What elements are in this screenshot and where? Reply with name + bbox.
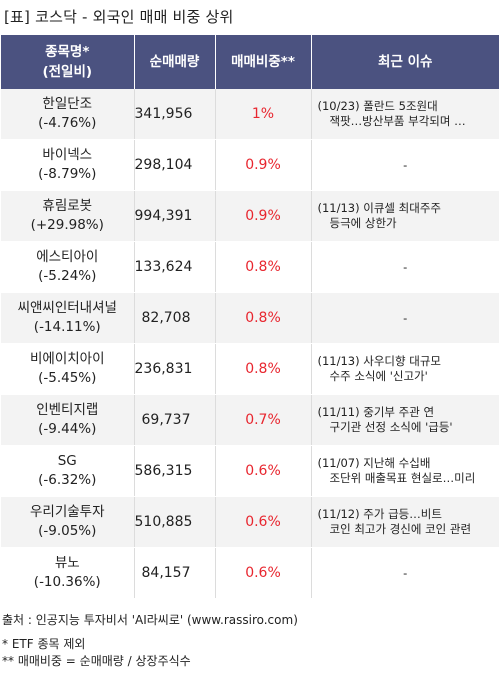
issue-line: (10/23) 폴란드 5조원대 (317, 99, 438, 113)
issue-line-continued: 코인 최고가 경신에 코인 관련 (329, 522, 472, 536)
stock-name-cell: 씨앤씨인터내셔널 (-14.11%) (1, 292, 135, 344)
source-note: 출처 : 인공지능 투자비서 'AI라씨로' (www.rassiro.com) (2, 613, 298, 627)
header-name-line1: 종목명* (45, 44, 90, 60)
table-row: 씨앤씨인터내셔널 (-14.11%) 82,708 0.8% - (1, 292, 499, 344)
issue-line-continued: 등극에 상한가 (329, 216, 397, 230)
issue-line: (11/07) 지난해 수십배 (317, 456, 431, 470)
stock-name-cell: 우리기술투자 (-9.05%) (1, 496, 135, 548)
issue-line: - (403, 259, 408, 274)
trading-ratio: 0.6% (215, 445, 312, 497)
stock-name: 휴림로봇 (42, 198, 93, 214)
table-row: 우리기술투자 (-9.05%) 510,885 0.6% (11/12) 주가 급등…비… (1, 496, 499, 548)
issue-line-continued: 수주 소식에 '신고가' (329, 369, 428, 383)
recent-issue: - (311, 241, 499, 293)
table-row: 바이넥스 (-8.79%) 298,104 0.9% - (1, 139, 499, 191)
trading-ratio: 0.6% (215, 547, 312, 599)
net-volume: 133,624 (134, 241, 216, 293)
recent-issue: - (311, 292, 499, 344)
net-volume: 341,956 (134, 89, 216, 140)
trading-ratio: 0.8% (215, 241, 312, 293)
issue-line: (11/11) 중기부 주관 연 (317, 405, 435, 419)
stock-name-cell: 휴림로봇 (+29.98%) (1, 190, 135, 242)
footnote-ratio: ** 매매비중 = 순매매량 / 상장주식수 (2, 654, 191, 668)
recent-issue: (10/23) 폴란드 5조원대 잭팟…방산부품 부각되며 … (311, 89, 499, 140)
issue-line: (11/12) 주가 급등…비트 (317, 507, 442, 521)
net-volume: 586,315 (134, 445, 216, 497)
issue-line-continued: 구기관 선정 소식에 '급등' (329, 420, 453, 434)
trading-ratio: 0.8% (215, 343, 312, 395)
net-volume: 69,737 (134, 394, 216, 446)
stock-name: 비에이치아이 (29, 351, 105, 367)
stock-name: 우리기술투자 (29, 504, 105, 520)
issue-line: (11/13) 이큐셀 최대주주 (317, 201, 442, 215)
recent-issue: - (311, 139, 499, 191)
header-issue: 최근 이슈 (311, 35, 499, 89)
page-title: [표] 코스닥 - 외국인 매매 비중 상위 (4, 8, 234, 26)
header-volume: 순매매량 (134, 35, 216, 89)
header-ratio: 매매비중** (215, 35, 312, 89)
net-volume: 84,157 (134, 547, 216, 599)
issue-line: (11/13) 사우디향 대규모 (317, 354, 442, 368)
stock-name: 씨앤씨인터내셔널 (17, 300, 117, 316)
stock-change: (-14.11%) (33, 319, 101, 335)
table-row: 한일단조 (-4.76%) 341,956 1% (10/23) 폴란드 5조원대 잭팟…… (1, 89, 499, 140)
stock-change: (-8.79%) (38, 166, 97, 182)
stock-name-cell: SG (-6.32%) (1, 445, 135, 497)
net-volume: 82,708 (134, 292, 216, 344)
stock-change: (-10.36%) (33, 574, 101, 590)
net-volume: 236,831 (134, 343, 216, 395)
table-header-row: 종목명* (전일비) 순매매량 매매비중** 최근 이슈 (1, 35, 499, 89)
issue-line-continued: 조단위 매출목표 현실로…미리 (329, 471, 476, 485)
net-volume: 994,391 (134, 190, 216, 242)
stock-change: (-5.24%) (38, 268, 97, 284)
stock-name-cell: 비에이치아이 (-5.45%) (1, 343, 135, 395)
stock-change: (-5.45%) (38, 370, 97, 386)
trading-ratio: 1% (215, 89, 312, 140)
trading-ratio: 0.6% (215, 496, 312, 548)
recent-issue: (11/13) 이큐셀 최대주주 등극에 상한가 (311, 190, 499, 242)
stock-name: 에스티아이 (36, 249, 99, 265)
recent-issue: (11/07) 지난해 수십배 조단위 매출목표 현실로…미리 (311, 445, 499, 497)
stock-name-cell: 에스티아이 (-5.24%) (1, 241, 135, 293)
stock-change: (+29.98%) (30, 217, 104, 233)
table-row: 비에이치아이 (-5.45%) 236,831 0.8% (11/13) 사우디향 대규… (1, 343, 499, 395)
stock-change: (-9.44%) (38, 421, 97, 437)
footnote-etf: * ETF 종목 제외 (2, 637, 86, 651)
stock-name-cell: 바이넥스 (-8.79%) (1, 139, 135, 191)
header-name-line2: (전일비) (42, 64, 93, 80)
table-row: 뷰노 (-10.36%) 84,157 0.6% - (1, 547, 499, 599)
trading-ratio: 0.9% (215, 139, 312, 191)
trading-ratio: 0.8% (215, 292, 312, 344)
stock-name: 한일단조 (42, 96, 93, 112)
net-volume: 510,885 (134, 496, 216, 548)
stock-change: (-6.32%) (38, 472, 97, 488)
header-name: 종목명* (전일비) (1, 35, 135, 89)
issue-line-continued: 잭팟…방산부품 부각되며 … (329, 114, 466, 128)
stock-name-cell: 뷰노 (-10.36%) (1, 547, 135, 599)
stock-change: (-4.76%) (38, 115, 97, 131)
table-row: 휴림로봇 (+29.98%) 994,391 0.9% (11/13) 이큐셀 최대주주… (1, 190, 499, 242)
trading-ratio: 0.7% (215, 394, 312, 446)
recent-issue: (11/13) 사우디향 대규모 수주 소식에 '신고가' (311, 343, 499, 395)
stock-name-cell: 한일단조 (-4.76%) (1, 89, 135, 140)
table-row: SG (-6.32%) 586,315 0.6% (11/07) 지난해 수십배 조단위 … (1, 445, 499, 497)
stock-name-cell: 인벤티지랩 (-9.44%) (1, 394, 135, 446)
recent-issue: (11/11) 중기부 주관 연 구기관 선정 소식에 '급등' (311, 394, 499, 446)
issue-line: - (403, 565, 408, 580)
stock-name: 바이넥스 (42, 147, 93, 163)
issue-line: - (403, 157, 408, 172)
recent-issue: (11/12) 주가 급등…비트 코인 최고가 경신에 코인 관련 (311, 496, 499, 548)
issue-line: - (403, 310, 408, 325)
stock-name: SG (57, 453, 77, 469)
trading-ratio: 0.9% (215, 190, 312, 242)
recent-issue: - (311, 547, 499, 599)
table-row: 에스티아이 (-5.24%) 133,624 0.8% - (1, 241, 499, 293)
net-volume: 298,104 (134, 139, 216, 191)
stock-change: (-9.05%) (38, 523, 97, 539)
stock-name: 인벤티지랩 (36, 402, 99, 418)
foreign-trading-table: 종목명* (전일비) 순매매량 매매비중** 최근 이슈 한일단조 (-4.76%… (1, 35, 499, 599)
stock-name: 뷰노 (54, 555, 80, 571)
